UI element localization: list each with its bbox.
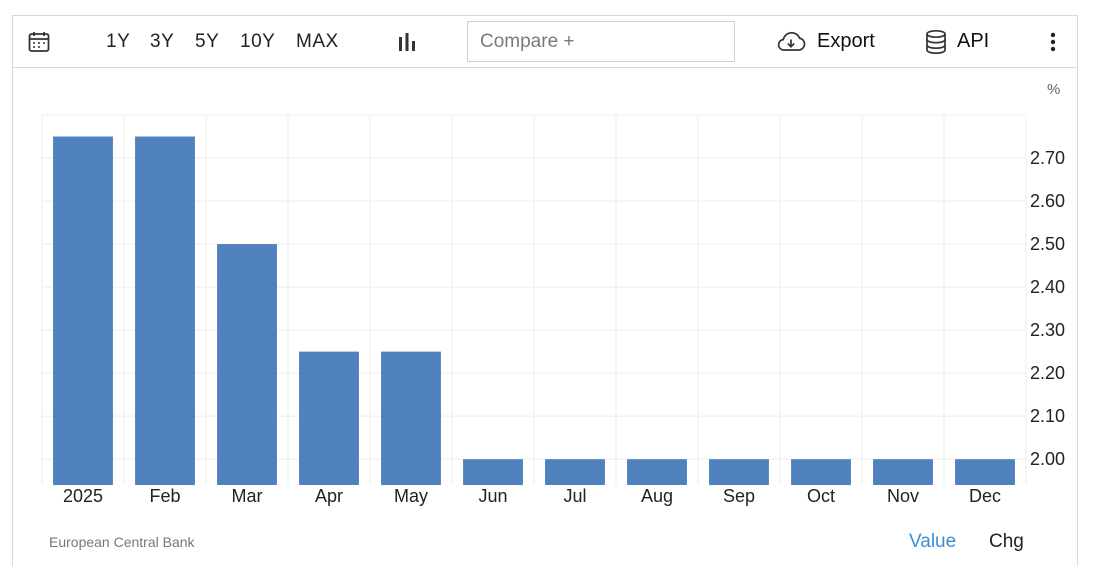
range-10y-button[interactable]: 10Y — [240, 30, 276, 52]
x-axis-ticks: 2025 Feb Mar Apr May Jun Jul Aug Sep Oct Nov Dec — [63, 486, 1001, 506]
y-tick-label: 2.30 — [1030, 320, 1065, 340]
range-max-button[interactable]: MAX — [296, 30, 339, 52]
bar-2025[interactable] — [53, 136, 113, 485]
y-tick-label: 2.20 — [1030, 363, 1065, 383]
bar-may[interactable] — [381, 351, 441, 485]
api-button[interactable]: API — [925, 16, 989, 67]
x-tick-label: Oct — [807, 486, 835, 506]
y-tick-label: 2.40 — [1030, 277, 1065, 297]
x-tick-label: Dec — [969, 486, 1001, 506]
bar-jun[interactable] — [463, 459, 523, 485]
range-1y-button[interactable]: 1Y — [106, 30, 131, 52]
x-tick-label: Jul — [563, 486, 586, 506]
range-3y-button[interactable]: 3Y — [150, 30, 175, 52]
y-tick-label: 2.70 — [1030, 148, 1065, 168]
export-button[interactable]: Export — [775, 16, 875, 67]
y-tick-label: 2.00 — [1030, 449, 1065, 469]
chg-tab[interactable]: Chg — [989, 531, 1024, 552]
chart-bars — [53, 136, 1015, 485]
y-tick-label: 2.10 — [1030, 406, 1065, 426]
x-tick-label: 2025 — [63, 486, 103, 506]
api-label: API — [957, 30, 990, 52]
calendar-icon[interactable] — [27, 16, 51, 67]
chart-grid — [41, 114, 1027, 485]
y-tick-label: 2.50 — [1030, 234, 1065, 254]
x-tick-label: Mar — [232, 486, 263, 506]
compare-input[interactable]: Compare + — [467, 21, 735, 62]
x-tick-label: Jun — [478, 486, 507, 506]
database-icon — [926, 29, 946, 54]
x-tick-label: Aug — [641, 486, 673, 506]
x-tick-label: Sep — [723, 486, 755, 506]
source-label: European Central Bank — [49, 534, 195, 550]
x-tick-label: Nov — [887, 486, 919, 506]
y-axis-ticks: 2.00 2.10 2.20 2.30 2.40 2.50 2.60 2.70 — [1030, 148, 1065, 469]
bar-mar[interactable] — [217, 244, 277, 485]
bar-oct[interactable] — [791, 459, 851, 485]
cloud-download-icon — [777, 31, 806, 51]
unit-label: % — [1047, 81, 1061, 98]
bar-sep[interactable] — [709, 459, 769, 485]
bar-feb[interactable] — [135, 136, 195, 485]
bar-aug[interactable] — [627, 459, 687, 485]
x-tick-label: Apr — [315, 486, 343, 506]
bar-nov[interactable] — [873, 459, 933, 485]
x-tick-label: May — [394, 486, 428, 506]
bar-dec[interactable] — [955, 459, 1015, 485]
value-tab[interactable]: Value — [909, 531, 957, 552]
range-5y-button[interactable]: 5Y — [195, 30, 220, 52]
bar-jul[interactable] — [545, 459, 605, 485]
bar-apr[interactable] — [299, 351, 359, 485]
x-tick-label: Feb — [149, 486, 180, 506]
bar-chart-icon[interactable] — [397, 16, 417, 67]
export-label: Export — [817, 30, 875, 52]
vertical-dots-icon[interactable] — [1049, 16, 1057, 67]
chart-toolbar: 1Y 3Y 5Y 10Y MAX Compare + Export API — [12, 15, 1078, 68]
y-tick-label: 2.60 — [1030, 191, 1065, 211]
